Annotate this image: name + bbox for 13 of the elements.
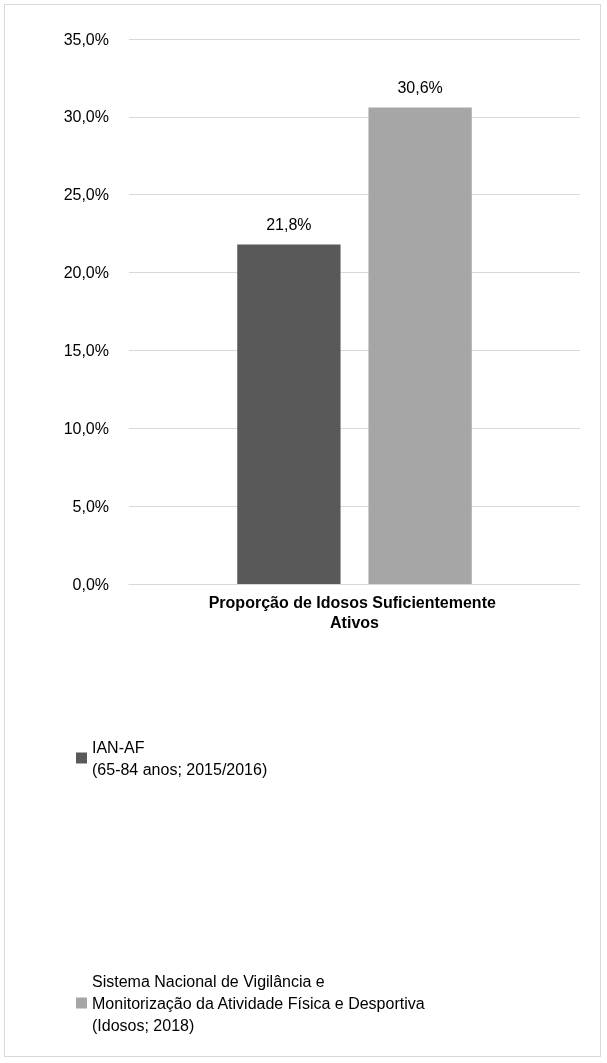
data-label: 21,8%: [266, 216, 312, 234]
y-tick-label: 20,0%: [63, 264, 109, 282]
y-tick-label: 5,0%: [72, 497, 109, 515]
y-tick-label: 30,0%: [63, 108, 109, 126]
data-label: 30,6%: [397, 79, 443, 97]
y-tick-label: 25,0%: [63, 186, 109, 204]
y-tick-label: 0,0%: [72, 575, 109, 593]
legend-label: IAN-AF (65-84 anos; 2015/2016): [92, 738, 268, 778]
y-tick-label: 35,0%: [63, 30, 109, 48]
y-tick-label: 15,0%: [63, 341, 109, 359]
x-tick-label: Proporção de Idosos Suficientemente Ativos: [208, 593, 501, 631]
y-tick-label: 10,0%: [63, 419, 109, 437]
legend-label: Sistema Nacional de Vigilância e Monitorização da Atividade Física e Desportiva (Idosos; 2018): [92, 972, 425, 1034]
